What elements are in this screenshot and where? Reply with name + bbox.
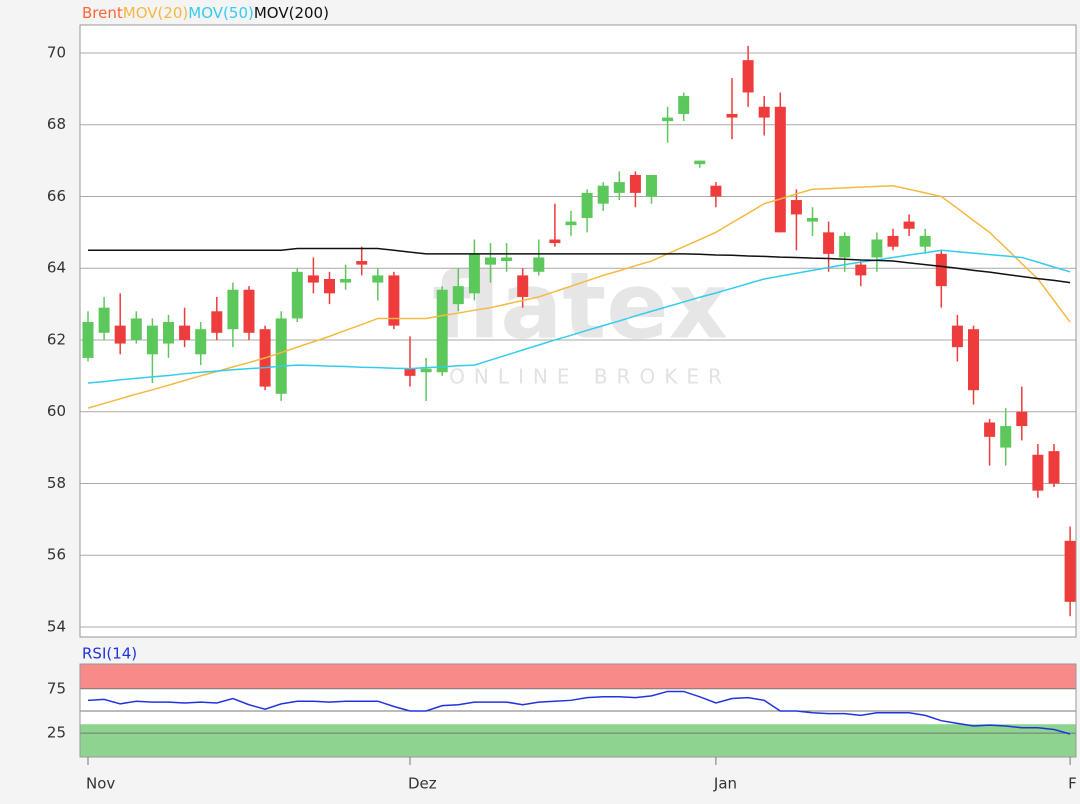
- candle-body: [935, 253, 947, 287]
- candle-body: [581, 192, 593, 218]
- candle-body: [823, 232, 835, 254]
- y-tick-label: 58: [47, 474, 66, 492]
- candle-body: [146, 325, 158, 355]
- y-tick-label: 56: [47, 546, 66, 564]
- y-tick-label: 62: [47, 330, 66, 348]
- rsi-frame: [79, 663, 1077, 758]
- candle-body: [968, 329, 979, 391]
- candle-body: [307, 275, 319, 283]
- candle-body: [404, 368, 416, 376]
- candle-body: [1032, 454, 1044, 491]
- candle-body: [629, 174, 641, 193]
- watermark-logo: flatex: [432, 252, 728, 359]
- candle-body: [807, 217, 818, 222]
- candle-body: [919, 235, 931, 247]
- line-series: [87, 690, 1071, 735]
- line-series: [88, 247, 1071, 284]
- candle-body: [790, 200, 802, 215]
- x-tick-label: Dez: [408, 775, 437, 793]
- candle-body: [356, 261, 368, 265]
- candle-body: [887, 235, 899, 247]
- candle-body: [227, 289, 239, 330]
- rsi-label: RSI(14): [82, 645, 137, 663]
- candle-body: [646, 174, 657, 197]
- candle-body: [662, 117, 674, 122]
- candle-body: [468, 253, 480, 294]
- candle-body: [130, 318, 142, 340]
- line-series: [87, 184, 1071, 409]
- candle-body: [984, 422, 996, 437]
- candle-body: [452, 286, 464, 305]
- candle-body: [163, 322, 174, 344]
- candle-body: [1064, 540, 1076, 602]
- candle-body: [565, 221, 577, 226]
- candle-body: [179, 325, 191, 340]
- line-series: [87, 249, 1071, 384]
- candle-body: [275, 318, 287, 394]
- y-tick-label: 68: [47, 115, 66, 133]
- candle-body: [517, 275, 529, 297]
- candle-body: [613, 182, 625, 193]
- candle-body: [839, 235, 851, 258]
- candle-body: [1048, 451, 1060, 484]
- candle-body: [420, 368, 432, 373]
- rsi-band: [80, 724, 1076, 757]
- y-tick-label: 66: [47, 187, 66, 205]
- candle-body: [742, 60, 754, 93]
- candle-body: [324, 278, 335, 294]
- candle-body: [291, 271, 303, 319]
- candle-body: [1016, 411, 1028, 427]
- legend-entry: Brent: [82, 4, 123, 22]
- candle-body: [758, 106, 770, 118]
- candle-body: [436, 289, 448, 373]
- candle-body: [340, 278, 352, 283]
- y-tick-label: 70: [47, 43, 66, 61]
- candle-body: [388, 275, 400, 326]
- candle-body: [597, 185, 609, 204]
- y-tick-label: 54: [47, 617, 66, 635]
- candle-body: [726, 113, 738, 118]
- candle-body: [211, 311, 223, 333]
- candle-body: [871, 239, 883, 258]
- candle-body: [533, 257, 545, 272]
- candle-body: [549, 239, 561, 244]
- candle-body: [372, 275, 384, 283]
- legend-entry: MOV(20): [123, 4, 189, 22]
- y-tick-label: 75: [47, 679, 66, 697]
- candle-body: [82, 322, 94, 358]
- candle-body: [710, 185, 722, 197]
- candle-body: [485, 257, 496, 265]
- candle-body: [1000, 426, 1012, 448]
- rsi-band: [80, 664, 1076, 689]
- legend: BrentMOV(20)MOV(50)MOV(200): [82, 4, 329, 22]
- y-tick-label: 25: [47, 724, 66, 742]
- candle-body: [951, 325, 963, 348]
- x-tick-label: F: [1068, 775, 1077, 793]
- x-tick-label: Nov: [86, 775, 115, 793]
- legend-entry: MOV(200): [254, 4, 329, 22]
- candle-body: [243, 289, 255, 333]
- candle-body: [855, 264, 867, 276]
- candle-body: [774, 106, 786, 233]
- y-tick-label: 64: [47, 259, 66, 277]
- watermark-tagline: ONLINE BROKER: [449, 365, 731, 389]
- legend-entry: MOV(50): [188, 4, 254, 22]
- candle-body: [678, 96, 690, 114]
- candle-body: [195, 329, 207, 355]
- candle-body: [501, 257, 513, 262]
- y-tick-label: 60: [47, 402, 66, 420]
- candle-body: [903, 221, 915, 229]
- candle-body: [694, 160, 706, 165]
- candle-body: [114, 325, 126, 344]
- candle-body: [98, 307, 110, 333]
- x-tick-label: Jan: [713, 775, 737, 793]
